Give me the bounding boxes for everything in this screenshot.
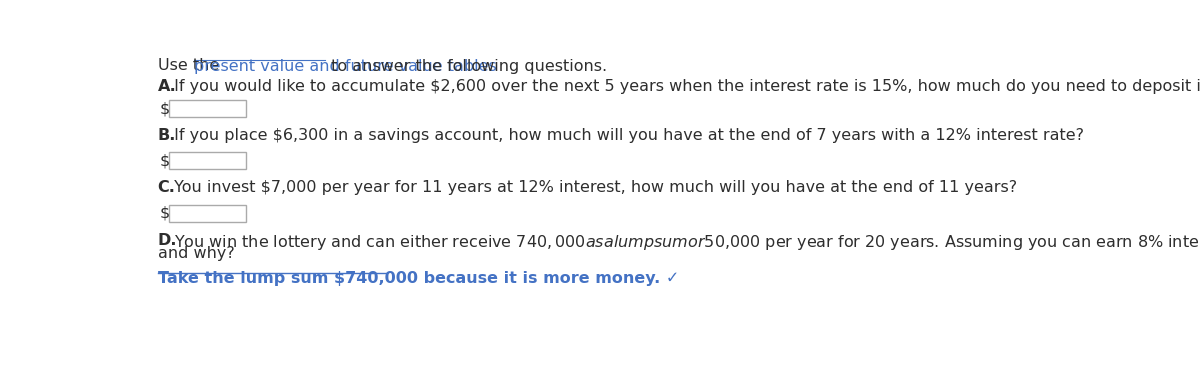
Text: A.: A. bbox=[157, 79, 176, 94]
Text: $: $ bbox=[160, 206, 170, 221]
FancyBboxPatch shape bbox=[168, 153, 246, 169]
Text: to answer the following questions.: to answer the following questions. bbox=[326, 58, 607, 74]
Text: Take the lump sum $740,000 because it is more money. ✓: Take the lump sum $740,000 because it is… bbox=[157, 271, 679, 286]
Text: You win the lottery and can either receive $740,000 as a lump sum or $50,000 per: You win the lottery and can either recei… bbox=[168, 232, 1200, 251]
FancyBboxPatch shape bbox=[168, 100, 246, 117]
FancyBboxPatch shape bbox=[168, 205, 246, 222]
Text: If you would like to accumulate $2,600 over the next 5 years when the interest r: If you would like to accumulate $2,600 o… bbox=[168, 79, 1200, 94]
Text: B.: B. bbox=[157, 128, 176, 143]
Text: $: $ bbox=[160, 101, 170, 116]
Text: You invest $7,000 per year for 11 years at 12% interest, how much will you have : You invest $7,000 per year for 11 years … bbox=[168, 180, 1016, 195]
Text: D.: D. bbox=[157, 232, 178, 247]
Text: $: $ bbox=[160, 153, 170, 169]
Text: C.: C. bbox=[157, 180, 175, 195]
Text: present value and future value tables: present value and future value tables bbox=[194, 58, 497, 74]
Text: Use the: Use the bbox=[157, 58, 224, 74]
Text: and why?: and why? bbox=[157, 246, 234, 261]
Text: If you place $6,300 in a savings account, how much will you have at the end of 7: If you place $6,300 in a savings account… bbox=[168, 128, 1084, 143]
